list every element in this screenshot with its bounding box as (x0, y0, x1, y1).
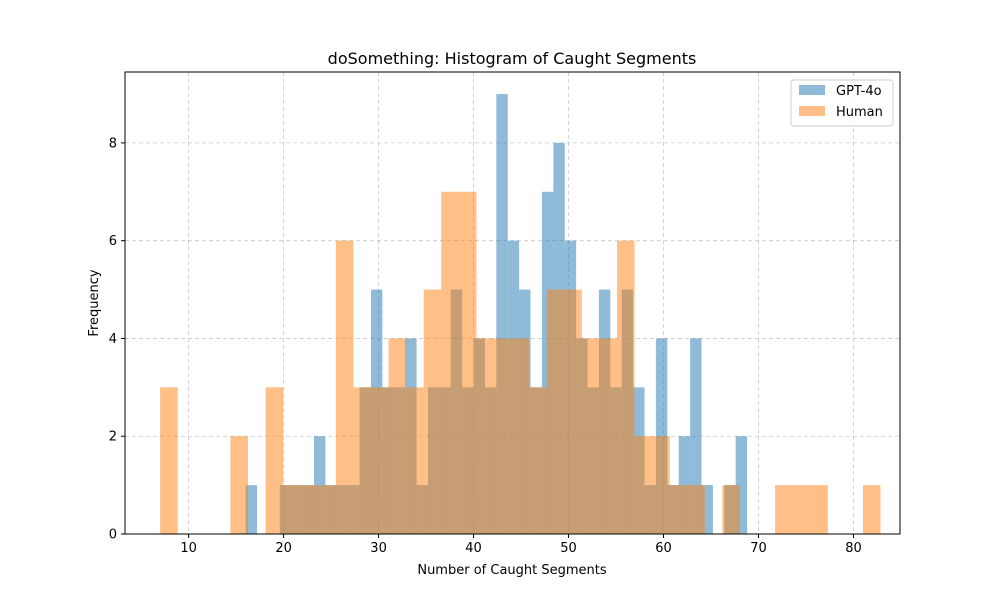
x-tick-label: 30 (370, 541, 387, 556)
x-axis-label: Number of Caught Segments (417, 563, 607, 578)
bar-gpt4o (735, 436, 748, 534)
bar-human (775, 485, 793, 534)
bar-human (634, 436, 653, 534)
y-axis-ticks: 0 2 4 6 8 (109, 136, 125, 543)
bar-human (283, 485, 301, 534)
bar-human (406, 387, 424, 534)
bar-human (160, 387, 178, 534)
x-tick-label: 20 (275, 541, 292, 556)
bar-human (529, 387, 547, 534)
x-tick-label: 60 (655, 541, 672, 556)
x-axis-ticks: 10 20 30 40 50 60 70 80 (180, 534, 862, 556)
chart-title: doSomething: Histogram of Caught Segment… (328, 49, 697, 68)
bar-human (722, 485, 740, 534)
bar-gpt4o (690, 338, 702, 534)
bar-human (687, 485, 705, 534)
bar-human (599, 338, 617, 534)
bar-human (335, 240, 354, 534)
bar-human (810, 485, 828, 534)
histogram-bars (160, 94, 881, 534)
x-tick-label: 10 (180, 541, 197, 556)
legend-label-human: Human (836, 105, 883, 120)
bar-human (616, 240, 635, 534)
bar-human (353, 387, 371, 534)
x-tick-label: 50 (560, 541, 577, 556)
legend-swatch-human (799, 106, 825, 116)
bar-human (493, 338, 512, 534)
bar-human (476, 338, 494, 534)
bar-human (423, 289, 442, 534)
y-axis-label: Frequency (87, 269, 102, 336)
bar-human (370, 387, 389, 534)
y-tick-label: 6 (109, 234, 117, 249)
bar-human (318, 485, 336, 534)
x-tick-label: 70 (750, 541, 767, 556)
x-tick-label: 80 (845, 541, 862, 556)
bar-human (511, 338, 530, 534)
bar-human (458, 191, 477, 534)
bar-human (581, 338, 600, 534)
y-tick-label: 8 (109, 136, 117, 151)
bar-gpt4o (701, 485, 713, 534)
bar-human (792, 485, 811, 534)
y-tick-label: 2 (109, 430, 117, 445)
y-tick-label: 4 (109, 332, 117, 347)
bar-gpt4o (496, 94, 508, 534)
axes-frame (124, 71, 901, 535)
y-tick-label: 0 (109, 528, 117, 543)
bar-human (388, 338, 407, 534)
x-tick-label: 40 (465, 541, 482, 556)
bar-human (862, 485, 881, 534)
bar-human (265, 387, 284, 534)
legend: GPT-4o Human (790, 79, 894, 127)
legend-label-gpt4o: GPT-4o (836, 84, 882, 99)
bar-human (564, 289, 582, 534)
bar-human (300, 485, 319, 534)
bar-human (652, 436, 670, 534)
bar-human (230, 436, 248, 534)
bar-human (669, 485, 688, 534)
bar-human (441, 191, 459, 534)
legend-swatch-gpt4o (799, 85, 825, 95)
bar-gpt4o (245, 485, 258, 534)
bar-human (546, 289, 565, 534)
